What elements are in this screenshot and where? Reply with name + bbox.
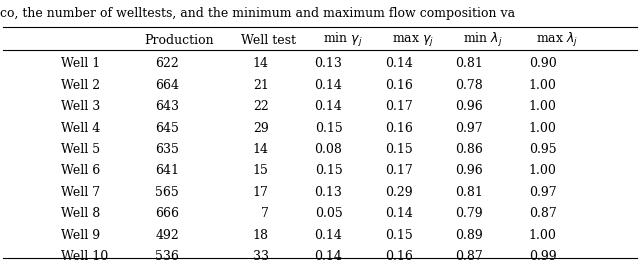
- Text: 18: 18: [253, 229, 269, 242]
- Text: 492: 492: [156, 229, 179, 242]
- Text: 21: 21: [253, 79, 269, 92]
- Text: 0.14: 0.14: [314, 79, 342, 92]
- Text: 664: 664: [156, 79, 179, 92]
- Text: 0.15: 0.15: [385, 143, 413, 156]
- Text: 0.15: 0.15: [315, 164, 342, 177]
- Text: 0.29: 0.29: [385, 186, 413, 199]
- Text: 0.14: 0.14: [385, 207, 413, 220]
- Text: Well 4: Well 4: [61, 122, 100, 135]
- Text: 0.96: 0.96: [456, 164, 483, 177]
- Text: max $\gamma_j$: max $\gamma_j$: [392, 33, 434, 48]
- Text: 0.16: 0.16: [385, 79, 413, 92]
- Text: Well test: Well test: [241, 34, 296, 47]
- Text: Well 3: Well 3: [61, 100, 100, 113]
- Text: 622: 622: [156, 57, 179, 70]
- Text: 15: 15: [253, 164, 269, 177]
- Text: 0.17: 0.17: [385, 164, 413, 177]
- Text: 1.00: 1.00: [529, 229, 557, 242]
- Text: co, the number of welltests, and the minimum and maximum flow composition va: co, the number of welltests, and the min…: [0, 7, 515, 20]
- Text: 0.08: 0.08: [314, 143, 342, 156]
- Text: 0.13: 0.13: [314, 186, 342, 199]
- Text: Production: Production: [145, 34, 214, 47]
- Text: Well 8: Well 8: [61, 207, 100, 220]
- Text: 0.96: 0.96: [456, 100, 483, 113]
- Text: 0.89: 0.89: [456, 229, 483, 242]
- Text: 666: 666: [156, 207, 179, 220]
- Text: 1.00: 1.00: [529, 79, 557, 92]
- Text: 0.17: 0.17: [385, 100, 413, 113]
- Text: 635: 635: [156, 143, 179, 156]
- Text: min $\gamma_j$: min $\gamma_j$: [323, 32, 362, 49]
- Text: 0.87: 0.87: [529, 207, 557, 220]
- Text: max $\lambda_j$: max $\lambda_j$: [536, 32, 578, 49]
- Text: 1.00: 1.00: [529, 164, 557, 177]
- Text: 1.00: 1.00: [529, 122, 557, 135]
- Text: 536: 536: [156, 250, 179, 261]
- Text: 0.97: 0.97: [529, 186, 557, 199]
- Text: 0.87: 0.87: [456, 250, 483, 261]
- Text: 33: 33: [253, 250, 269, 261]
- Text: 0.15: 0.15: [315, 122, 342, 135]
- Text: Well 7: Well 7: [61, 186, 100, 199]
- Text: 0.90: 0.90: [529, 57, 557, 70]
- Text: 645: 645: [156, 122, 179, 135]
- Text: Well 9: Well 9: [61, 229, 100, 242]
- Text: 0.78: 0.78: [456, 79, 483, 92]
- Text: 14: 14: [253, 57, 269, 70]
- Text: 641: 641: [156, 164, 179, 177]
- Text: 29: 29: [253, 122, 269, 135]
- Text: Well 5: Well 5: [61, 143, 100, 156]
- Text: 0.97: 0.97: [456, 122, 483, 135]
- Text: 1.00: 1.00: [529, 100, 557, 113]
- Text: Well 6: Well 6: [61, 164, 100, 177]
- Text: 0.14: 0.14: [314, 100, 342, 113]
- Text: 0.16: 0.16: [385, 250, 413, 261]
- Text: 14: 14: [253, 143, 269, 156]
- Text: 0.15: 0.15: [385, 229, 413, 242]
- Text: 0.79: 0.79: [456, 207, 483, 220]
- Text: 0.13: 0.13: [314, 57, 342, 70]
- Text: 0.14: 0.14: [314, 229, 342, 242]
- Text: 0.95: 0.95: [529, 143, 557, 156]
- Text: Well 2: Well 2: [61, 79, 100, 92]
- Text: 0.99: 0.99: [529, 250, 557, 261]
- Text: 643: 643: [156, 100, 179, 113]
- Text: Well 1: Well 1: [61, 57, 100, 70]
- Text: 7: 7: [261, 207, 269, 220]
- Text: 0.81: 0.81: [455, 186, 483, 199]
- Text: 0.14: 0.14: [385, 57, 413, 70]
- Text: 0.14: 0.14: [314, 250, 342, 261]
- Text: 22: 22: [253, 100, 269, 113]
- Text: 17: 17: [253, 186, 269, 199]
- Text: 0.05: 0.05: [315, 207, 342, 220]
- Text: Well 10: Well 10: [61, 250, 108, 261]
- Text: min $\lambda_j$: min $\lambda_j$: [463, 32, 503, 49]
- Text: 0.86: 0.86: [455, 143, 483, 156]
- Text: 0.16: 0.16: [385, 122, 413, 135]
- Text: 565: 565: [156, 186, 179, 199]
- Text: 0.81: 0.81: [455, 57, 483, 70]
